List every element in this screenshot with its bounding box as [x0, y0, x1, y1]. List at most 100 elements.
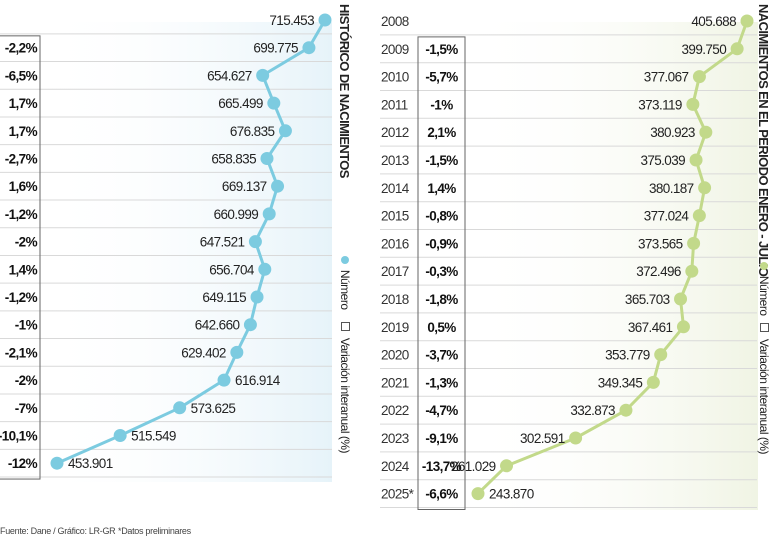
year-label: 2021	[381, 375, 409, 390]
left-gridlines	[0, 33, 332, 478]
value-label: 243.870	[489, 487, 534, 502]
left-chart-historico: -2,2% -6,5% 1,7% 1,7% -2,7% 1,6% -1,2% -2% 1,4% -…	[0, 13, 332, 482]
value-label: 665.499	[218, 96, 263, 111]
variation-label: -0,9%	[425, 236, 458, 251]
data-point	[686, 97, 700, 111]
value-label: 375.039	[640, 153, 685, 168]
data-point	[248, 235, 262, 249]
variation-label: -2%	[15, 373, 38, 388]
data-point	[569, 431, 583, 445]
right-chart-title: NACIMIENTOS EN EL PERIODO ENERO - JULIO	[756, 4, 770, 277]
year-label: 2022	[381, 403, 409, 418]
value-label: 676.835	[230, 124, 275, 139]
value-label: 654.627	[207, 68, 252, 83]
variation-label: 1,4%	[9, 262, 38, 277]
left-legend-variacion-label: Variación interanual (%)	[338, 337, 352, 454]
variation-label: -2,2%	[5, 41, 38, 56]
footer-source: Fuente: Dane / Gráfico: LR-GR	[0, 526, 116, 536]
variation-label: 0,5%	[427, 320, 456, 335]
variation-label: -1,5%	[425, 42, 458, 57]
value-label: 715.453	[269, 13, 314, 28]
data-point	[646, 375, 660, 389]
value-label: 573.625	[191, 401, 236, 416]
year-label: 2009	[381, 42, 409, 57]
year-label: 2019	[381, 320, 409, 335]
right-year-labels: 2008 2009 2010 2011 2012 2013 2014 2015 2016 2017…	[381, 14, 415, 502]
value-label: 261.029	[451, 459, 496, 474]
data-point	[689, 153, 703, 167]
data-point	[687, 236, 701, 250]
legend-square-icon	[340, 322, 350, 331]
value-label: 647.521	[200, 235, 245, 250]
left-legend-numero: Número	[338, 256, 352, 310]
right-series-markers	[471, 14, 754, 501]
variation-label: -5,7%	[425, 70, 458, 85]
value-label: 365.703	[625, 292, 670, 307]
data-point	[654, 348, 668, 362]
value-label: 616.914	[235, 373, 281, 388]
year-label: 2012	[381, 125, 409, 140]
year-label: 2011	[381, 97, 408, 112]
variation-label: 2,1%	[427, 125, 456, 140]
left-legend-numero-label: Número	[338, 269, 352, 310]
variation-label: 1,7%	[9, 96, 38, 111]
variation-label: 1,4%	[427, 181, 456, 196]
value-label: 660.999	[214, 207, 259, 222]
left-series-markers	[50, 13, 332, 470]
variation-label: -2,7%	[5, 152, 38, 167]
variation-label: -1,2%	[5, 290, 38, 305]
data-point	[500, 459, 514, 473]
data-point	[318, 13, 332, 27]
value-label: 515.549	[131, 429, 176, 444]
value-label: 353.779	[605, 348, 650, 363]
variation-label: -1,2%	[5, 207, 38, 222]
data-point	[250, 290, 264, 304]
data-point	[271, 179, 285, 193]
year-label: 2024	[381, 459, 410, 474]
legend-dot-icon	[341, 256, 349, 264]
variation-label: -6,6%	[425, 487, 458, 502]
left-variation-labels: -2,2% -6,5% 1,7% 1,7% -2,7% 1,6% -1,2% -2% 1,4% -…	[0, 41, 38, 472]
data-point	[217, 373, 231, 387]
data-point	[471, 487, 485, 501]
value-label: 349.345	[598, 375, 643, 390]
year-label: 2014	[381, 181, 410, 196]
value-label: 669.137	[222, 179, 267, 194]
data-point	[260, 152, 274, 165]
left-variation-box	[0, 35, 41, 480]
left-chart-background	[40, 22, 332, 482]
variation-label: -1,8%	[425, 292, 458, 307]
data-point	[676, 320, 690, 334]
year-label: 2025*	[381, 487, 415, 502]
variation-label: -2%	[15, 235, 38, 250]
data-point	[278, 124, 292, 138]
data-point	[230, 345, 244, 359]
right-gridlines	[380, 34, 757, 508]
value-label: 377.024	[644, 209, 690, 224]
data-point	[113, 429, 127, 442]
variation-label: -1%	[15, 318, 38, 333]
data-point	[302, 41, 316, 55]
legend-dot-icon	[760, 262, 768, 270]
value-label: 332.873	[570, 403, 615, 418]
left-chart-title: HISTÓRICO DE NACIMIENTOS	[337, 4, 352, 178]
right-legend-variacion: Variación interanual (%)	[757, 323, 770, 454]
variation-label: -10,1%	[0, 429, 38, 444]
data-point	[692, 70, 706, 84]
year-label: 2020	[381, 348, 409, 363]
legend-square-icon	[759, 323, 769, 332]
right-legend-variacion-label: Variación interanual (%)	[757, 338, 770, 455]
data-point	[258, 262, 272, 276]
variation-label: 1,7%	[9, 124, 38, 139]
data-point	[173, 401, 187, 415]
data-point	[740, 14, 754, 28]
data-point	[262, 207, 276, 221]
variation-label: -1,5%	[425, 153, 458, 168]
right-legend-numero: Número	[757, 262, 770, 316]
value-label: 372.496	[636, 264, 681, 279]
variation-label: -0,3%	[425, 264, 458, 279]
year-label: 2017	[381, 264, 409, 279]
right-chart-enero-julio: 2008 2009 2010 2011 2012 2013 2014 2015 2016 2017…	[380, 14, 758, 511]
data-point	[692, 209, 706, 223]
